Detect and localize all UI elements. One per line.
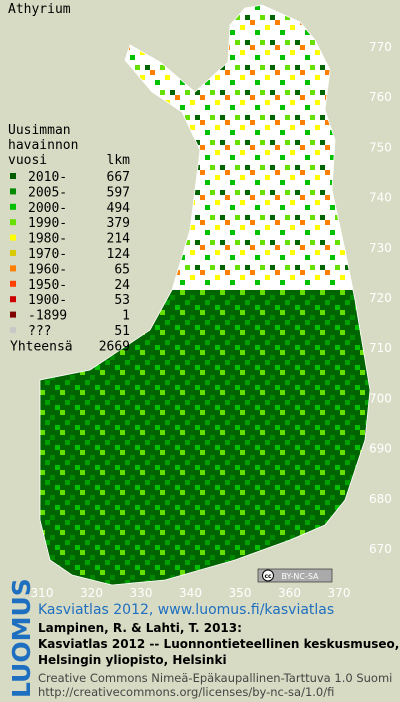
legend-count: 1 bbox=[122, 309, 130, 324]
legend-swatch bbox=[10, 280, 16, 287]
legend-count: 379 bbox=[107, 216, 130, 231]
legend-count: 51 bbox=[114, 324, 130, 339]
citation: Lampinen, R. & Lahti, T. 2013: bbox=[38, 621, 242, 635]
x-tick-label: 360 bbox=[278, 586, 301, 600]
legend-label: 1980- bbox=[28, 232, 67, 247]
legend-header: vuosi bbox=[8, 153, 47, 168]
legend-swatch bbox=[10, 188, 16, 195]
legend-count: 53 bbox=[114, 293, 130, 308]
y-tick-label: 710 bbox=[369, 341, 392, 355]
legend-label: ??? bbox=[28, 324, 51, 339]
legend-swatch bbox=[10, 327, 16, 333]
legend-count: 24 bbox=[114, 278, 130, 293]
x-tick-label: 330 bbox=[130, 586, 153, 600]
x-tick-label: 340 bbox=[179, 586, 202, 600]
legend-label: 2005- bbox=[28, 185, 67, 200]
y-tick-label: 690 bbox=[369, 442, 392, 456]
total-count: 2669 bbox=[99, 339, 130, 354]
legend-count: 667 bbox=[107, 170, 130, 185]
legend-label: 2000- bbox=[28, 201, 67, 216]
x-tick-label: 320 bbox=[80, 586, 103, 600]
legend-swatch bbox=[10, 250, 16, 256]
badge-box bbox=[257, 568, 333, 583]
y-tick-label: 740 bbox=[369, 191, 392, 205]
y-tick-label: 680 bbox=[369, 492, 392, 506]
legend-count: 124 bbox=[107, 247, 131, 262]
legend-count: 597 bbox=[107, 185, 130, 200]
legend-swatch bbox=[10, 265, 16, 272]
y-tick-label: 760 bbox=[369, 90, 392, 104]
badge: cc BY-NC-SA bbox=[257, 568, 333, 583]
link: Kasviatlas 2012, www.luomus.fi/kasviatla… bbox=[38, 602, 334, 618]
x-tick-label: 310 bbox=[31, 586, 54, 600]
legend-swatch bbox=[10, 219, 16, 226]
legend-swatch bbox=[10, 203, 16, 210]
badge-text: BY-NC-SA bbox=[281, 572, 319, 581]
legend-header: Uusimman bbox=[8, 123, 71, 138]
y-tick-label: 770 bbox=[369, 40, 392, 54]
legend-count: 214 bbox=[107, 232, 131, 247]
legend-count-header: lkm bbox=[107, 153, 131, 168]
y-tick-label: 730 bbox=[369, 241, 392, 255]
legend-label: 1990- bbox=[28, 216, 67, 231]
legend-swatch bbox=[10, 173, 16, 179]
x-tick-label: 370 bbox=[328, 586, 351, 600]
legend-label: -1899 bbox=[28, 309, 67, 324]
legend-swatch bbox=[10, 311, 16, 318]
legend-swatch bbox=[10, 296, 16, 303]
y-tick-label: 700 bbox=[369, 391, 392, 405]
legend-count: 494 bbox=[107, 201, 131, 216]
x-tick-label: 350 bbox=[229, 586, 252, 600]
citation: Helsingin yliopisto, Helsinki bbox=[38, 653, 227, 667]
legend-label: 2010- bbox=[28, 170, 67, 185]
license: Creative Commons Nimeä-Epäkaupallinen-Ta… bbox=[38, 671, 392, 685]
legend-swatch bbox=[10, 234, 16, 241]
y-tick-label: 720 bbox=[369, 291, 392, 305]
citation: Kasviatlas 2012 -- Luonnontieteellinen k… bbox=[38, 637, 399, 651]
y-tick-label: 670 bbox=[369, 542, 392, 556]
title: Athyrium bbox=[8, 2, 71, 17]
badge-icon-text: cc bbox=[264, 573, 272, 580]
border bbox=[39, 4, 371, 586]
y-tick-label: 750 bbox=[369, 140, 392, 154]
map-south bbox=[40, 290, 370, 585]
legend-count: 65 bbox=[114, 262, 130, 277]
license: http://creativecommons.org/licenses/by-n… bbox=[38, 685, 334, 699]
legend-label: 1970- bbox=[28, 247, 67, 262]
legend-label: 1950- bbox=[28, 278, 67, 293]
legend-header: havainnon bbox=[8, 138, 78, 153]
logo: LUOMUS bbox=[7, 578, 36, 698]
legend-label: 1960- bbox=[28, 262, 67, 277]
total-label: Yhteensä bbox=[10, 339, 73, 354]
badge-icon bbox=[262, 569, 274, 582]
axes: 310 320 330 340 350 360 370 670 680 690 700 710 720 7… bbox=[31, 40, 392, 600]
legend-label: 1900- bbox=[28, 293, 67, 308]
legend: 2010- 667 2005- 597 2000- 494 1990- 379 1980- 214… bbox=[10, 170, 130, 354]
